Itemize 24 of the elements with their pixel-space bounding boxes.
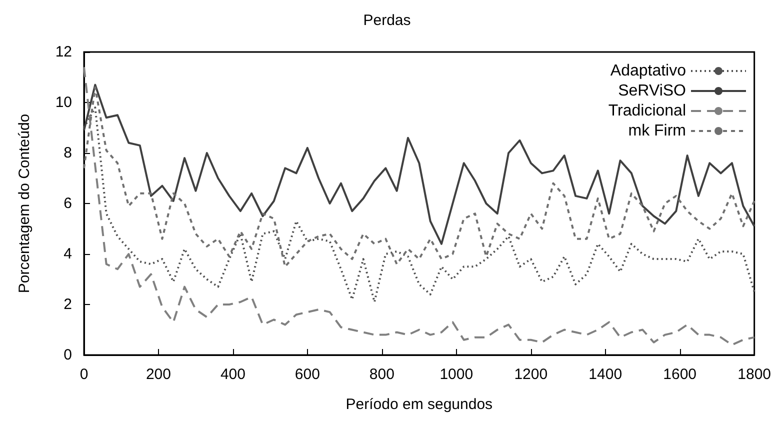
y-tick-label: 4 bbox=[64, 246, 72, 262]
x-tick-label: 800 bbox=[369, 366, 394, 383]
x-tick-label: 200 bbox=[146, 366, 171, 383]
legend-label: Tradicional bbox=[608, 102, 686, 120]
y-tick-label: 0 bbox=[64, 346, 72, 364]
x-tick-label: 1800 bbox=[738, 366, 772, 383]
y-tick-label: 6 bbox=[64, 195, 72, 212]
x-tick-label: 600 bbox=[294, 366, 320, 383]
x-tick-label: 1400 bbox=[588, 366, 622, 383]
y-tick-label: 2 bbox=[64, 296, 72, 313]
y-tick-label: 10 bbox=[55, 94, 72, 111]
x-tick-label: 1200 bbox=[514, 366, 548, 383]
legend-label: SeRViSO bbox=[618, 82, 686, 100]
x-axis-title: Período em segundos bbox=[346, 396, 493, 413]
legend-label: Adaptativo bbox=[610, 62, 686, 80]
chart-title: Perdas bbox=[363, 12, 411, 29]
x-tick-label: 1600 bbox=[663, 366, 697, 383]
x-tick-label: 0 bbox=[80, 366, 88, 383]
legend-label: mk Firm bbox=[628, 122, 686, 140]
y-tick-label: 12 bbox=[55, 44, 72, 60]
y-axis-title: Porcentagem do Conteúdo bbox=[16, 114, 33, 294]
y-tick-label: 8 bbox=[64, 144, 72, 162]
x-tick-label: 1000 bbox=[440, 366, 474, 383]
x-tick-label: 400 bbox=[220, 366, 246, 383]
